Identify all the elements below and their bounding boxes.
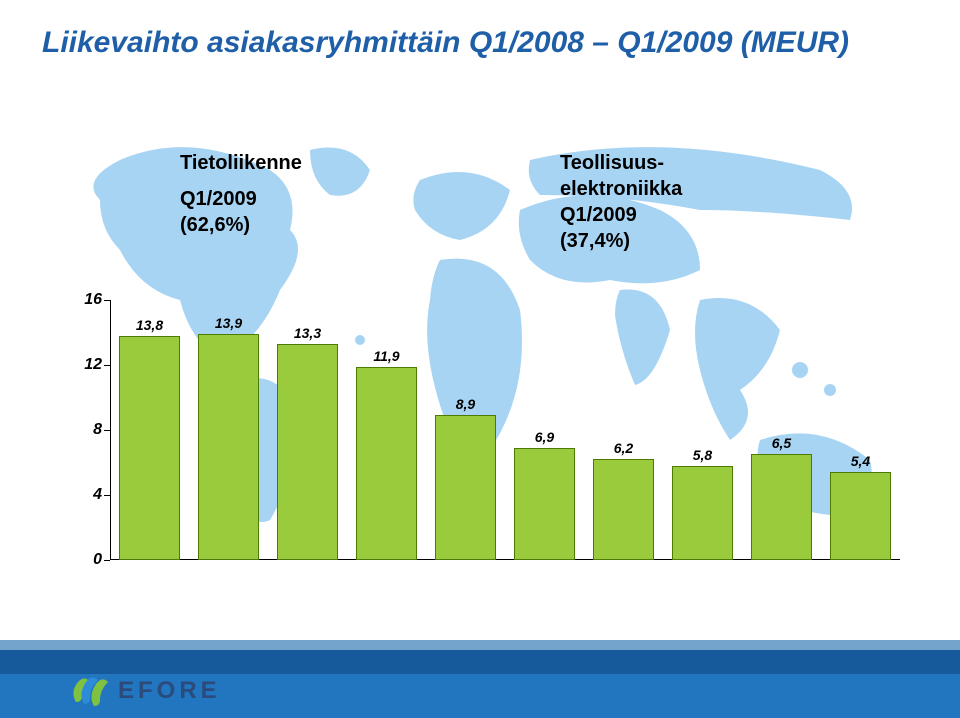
footer-logo: EFORE xyxy=(70,674,221,708)
chart-bar-value-label: 5,4 xyxy=(831,453,891,469)
chart-bar-value-label: 6,5 xyxy=(752,435,812,451)
chart-bar: 6,9 xyxy=(514,448,576,560)
logo-text: EFORE xyxy=(118,677,221,705)
y-axis-tick-mark xyxy=(104,300,110,301)
chart-bar-value-label: 6,9 xyxy=(515,429,575,445)
bar-chart: 048121613,813,913,311,98,96,96,25,86,55,… xyxy=(70,300,900,590)
chart-bar: 13,3 xyxy=(277,344,339,560)
group-left-line3: (62,6%) xyxy=(180,212,302,238)
y-axis-tick-mark xyxy=(104,365,110,366)
group-left-line1: Tietoliikenne xyxy=(180,150,302,176)
chart-bar: 5,4 xyxy=(830,472,892,560)
group-right-line3: Q1/2009 xyxy=(560,202,682,228)
y-axis-tick-mark xyxy=(104,430,110,431)
chart-bar: 6,2 xyxy=(593,459,655,560)
chart-plot-area: 048121613,813,913,311,98,96,96,25,86,55,… xyxy=(110,300,900,560)
y-axis-tick-label: 4 xyxy=(70,486,102,504)
group-right-line4: (37,4%) xyxy=(560,228,682,254)
group-right-line1: Teollisuus- xyxy=(560,150,682,176)
y-axis-tick-label: 0 xyxy=(70,551,102,569)
chart-bar-value-label: 13,8 xyxy=(120,317,180,333)
chart-bar: 11,9 xyxy=(356,367,418,560)
group-left-line2: Q1/2009 xyxy=(180,186,302,212)
chart-bar: 5,8 xyxy=(672,466,734,560)
chart-bar: 6,5 xyxy=(751,454,813,560)
y-axis-line xyxy=(110,300,111,560)
chart-bar: 8,9 xyxy=(435,415,497,560)
y-axis-tick-label: 8 xyxy=(70,421,102,439)
chart-bar-value-label: 6,2 xyxy=(594,440,654,456)
group-right-line2: elektroniikka xyxy=(560,176,682,202)
y-axis-tick-label: 12 xyxy=(70,356,102,374)
chart-bar-value-label: 13,3 xyxy=(278,325,338,341)
footer-band: EFORE xyxy=(0,640,960,718)
group-label-teollisuus: Teollisuus- elektroniikka Q1/2009 (37,4%… xyxy=(560,150,682,254)
chart-bar-value-label: 13,9 xyxy=(199,315,259,331)
slide-title: Liikevaihto asiakasryhmittäin Q1/2008 – … xyxy=(42,26,849,60)
y-axis-tick-label: 16 xyxy=(70,291,102,309)
logo-mark-icon xyxy=(70,674,108,708)
slide: Liikevaihto asiakasryhmittäin Q1/2008 – … xyxy=(0,0,960,718)
footer-stripe-1 xyxy=(0,640,960,650)
y-axis-tick-mark xyxy=(104,560,110,561)
footer-stripe-2 xyxy=(0,650,960,674)
y-axis-tick-mark xyxy=(104,495,110,496)
group-label-tietoliikenne: Tietoliikenne Q1/2009 (62,6%) xyxy=(180,150,302,238)
chart-bar: 13,9 xyxy=(198,334,260,560)
chart-bar: 13,8 xyxy=(119,336,181,560)
chart-bar-value-label: 8,9 xyxy=(436,396,496,412)
chart-bar-value-label: 11,9 xyxy=(357,348,417,364)
chart-bar-value-label: 5,8 xyxy=(673,447,733,463)
